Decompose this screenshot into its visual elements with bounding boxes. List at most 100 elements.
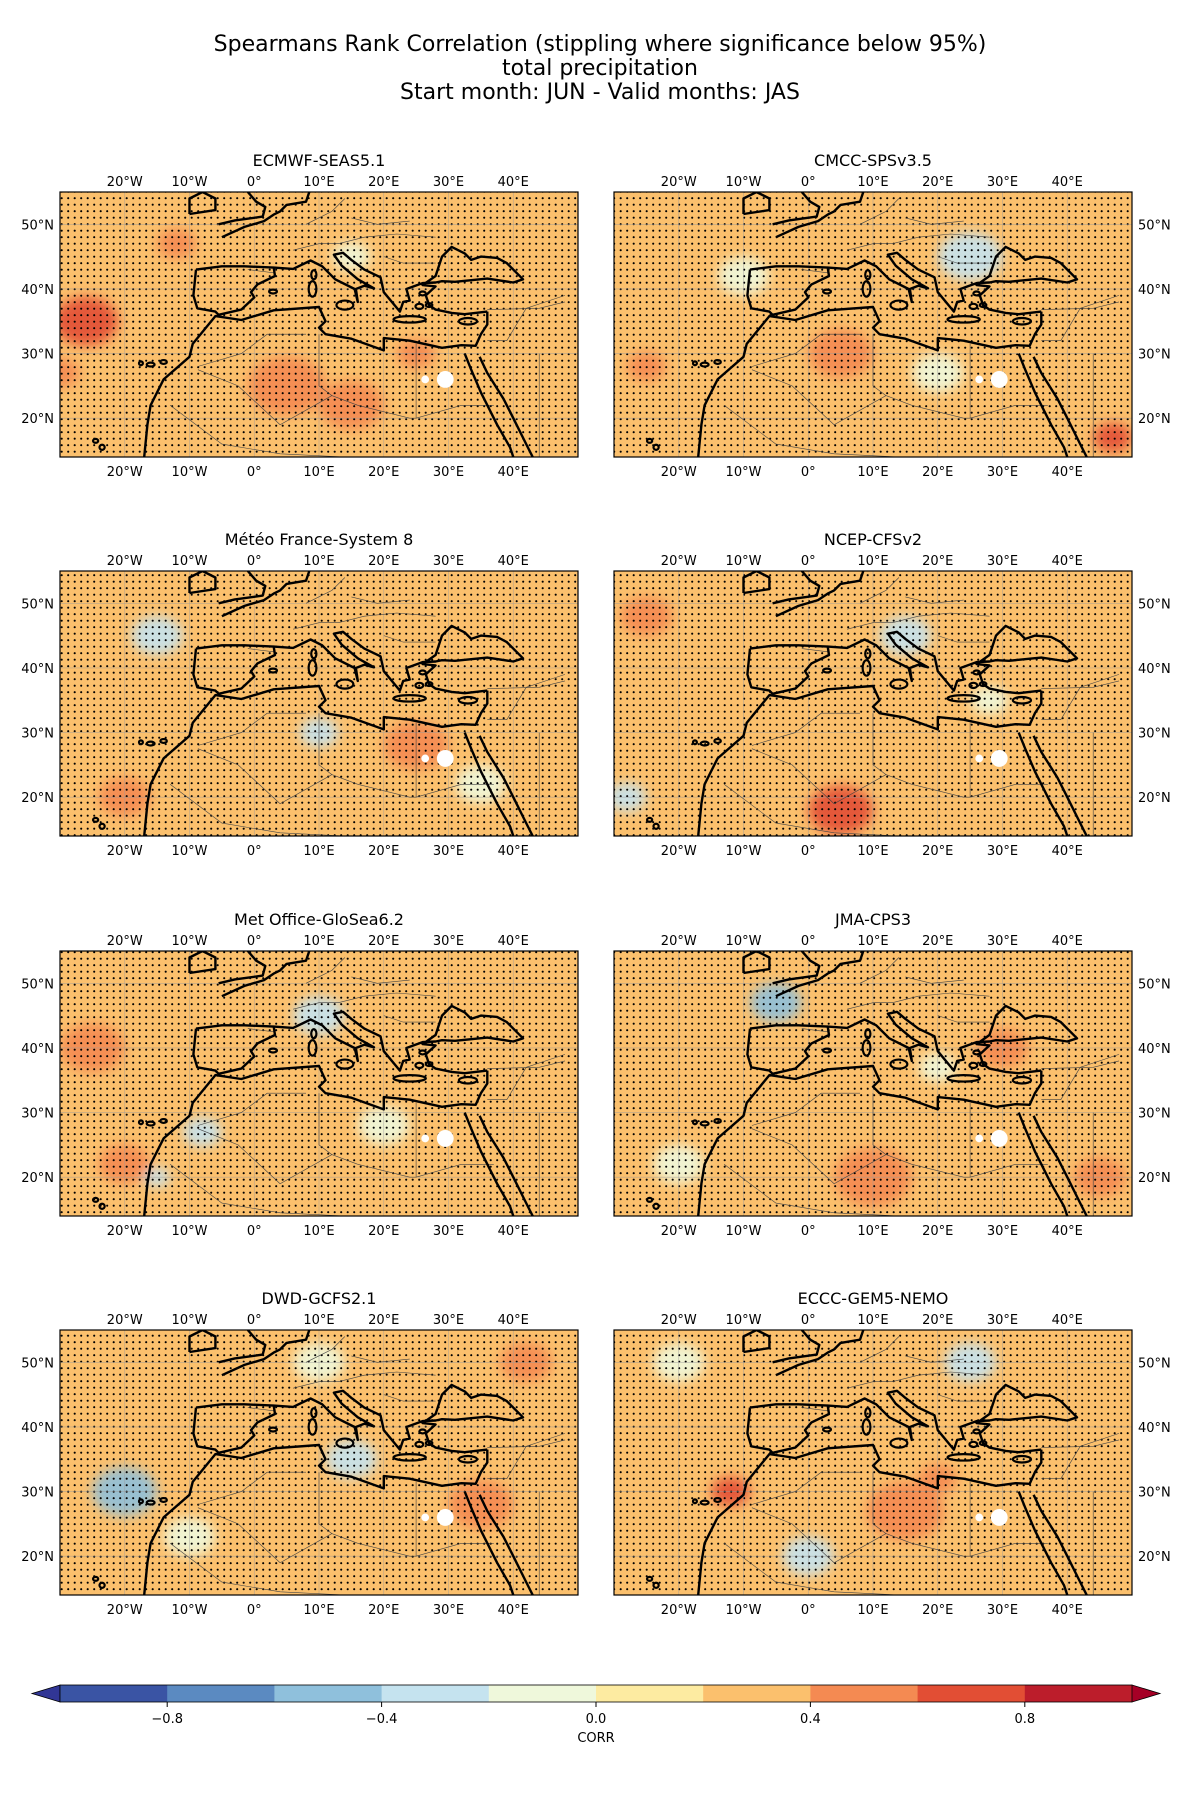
lon-tick-label-top: 20°E [922, 175, 953, 190]
lon-tick-label-bottom: 20°W [661, 1224, 697, 1239]
lon-tick-label-bottom: 0° [247, 844, 262, 859]
lake [421, 754, 430, 763]
lon-tick-label-top: 20°W [107, 554, 143, 569]
lon-tick-label-top: 40°E [1052, 554, 1083, 569]
lat-tick-label: 30°N [21, 727, 54, 742]
lon-tick-label-bottom: 10°E [857, 465, 888, 480]
lon-tick-label-top: 10°E [303, 1313, 334, 1328]
lon-tick-label-top: 20°W [107, 934, 143, 949]
lon-tick-label-bottom: 0° [801, 1603, 816, 1618]
panel-title: CMCC-SPSv3.5 [814, 151, 932, 170]
panel-title: Met Office-GloSea6.2 [234, 910, 404, 929]
lon-tick-label-bottom: 20°E [368, 1224, 399, 1239]
lon-tick-label-top: 20°W [661, 934, 697, 949]
lat-tick-label: 50°N [21, 977, 54, 992]
lon-tick-label-bottom: 0° [247, 1603, 262, 1618]
coastline [645, 1330, 1088, 1595]
panel-frame [613, 570, 1133, 837]
lon-tick-label-top: 20°E [922, 1313, 953, 1328]
lon-tick-label-bottom: 40°E [1052, 465, 1083, 480]
lon-tick-label-bottom: 40°E [498, 1603, 529, 1618]
lon-tick-label-bottom: 20°E [922, 465, 953, 480]
lon-tick-label-bottom: 10°E [303, 844, 334, 859]
lat-tick-label: 30°N [1138, 727, 1171, 742]
colorbar-segment [381, 1685, 490, 1702]
lat-tick-label: 40°N [1138, 1421, 1171, 1436]
lon-tick-label-top: 10°E [857, 934, 888, 949]
lake [975, 375, 984, 384]
lat-tick-label: 40°N [1138, 1042, 1171, 1057]
map-panel: Met Office-GloSea6.2 20°W 20°W 10°W 10°W 0° 0°… [21, 910, 579, 1239]
lake [990, 750, 1008, 767]
correlation-field [60, 1330, 578, 1595]
lon-tick-label-bottom: 20°W [661, 465, 697, 480]
lon-tick-label-top: 10°E [857, 554, 888, 569]
colorbar-under-arrow [30, 1684, 61, 1703]
correlation-field [614, 192, 1132, 457]
lon-tick-label-top: 10°E [303, 175, 334, 190]
lon-tick-label-top: 40°E [1052, 175, 1083, 190]
lat-tick-label: 20°N [1138, 412, 1171, 427]
country-borders [723, 1336, 1120, 1595]
lon-tick-label-bottom: 10°E [303, 1603, 334, 1618]
lat-tick-label: 30°N [1138, 1486, 1171, 1501]
lon-tick-label-top: 10°W [726, 1313, 762, 1328]
lat-tick-label: 30°N [21, 348, 54, 363]
colorbar-segment [703, 1685, 811, 1702]
colorbar-segment [488, 1685, 597, 1702]
lon-tick-label-top: 0° [801, 1313, 816, 1328]
lon-tick-label-top: 20°W [661, 175, 697, 190]
panel-frame [613, 191, 1133, 458]
lon-tick-label-top: 30°E [433, 934, 464, 949]
lon-tick-label-top: 30°E [987, 175, 1018, 190]
map-panel: JMA-CPS3 20°W 20°W 10°W 10°W 0° 0° 10°E 10°E 20°E… [613, 910, 1171, 1239]
lat-tick-label: 40°N [1138, 662, 1171, 677]
colorbar-tick-label: 0.0 [586, 1712, 607, 1727]
lon-tick-label-top: 0° [247, 934, 262, 949]
lake [975, 1134, 984, 1143]
lat-tick-label: 20°N [21, 1171, 54, 1186]
colorbar-segment [60, 1685, 168, 1702]
lon-tick-label-bottom: 10°E [303, 1224, 334, 1239]
lon-tick-label-top: 0° [801, 175, 816, 190]
lon-tick-label-top: 40°E [498, 554, 529, 569]
panel-frame [59, 191, 579, 458]
lat-tick-label: 50°N [1138, 977, 1171, 992]
lake [421, 1513, 430, 1522]
lat-tick-label: 40°N [21, 662, 54, 677]
lake [421, 375, 430, 384]
lon-tick-label-bottom: 20°E [922, 1224, 953, 1239]
lon-tick-label-top: 10°W [726, 554, 762, 569]
lon-tick-label-top: 20°W [661, 1313, 697, 1328]
lon-tick-label-bottom: 0° [801, 1224, 816, 1239]
lon-tick-label-top: 0° [801, 934, 816, 949]
lon-tick-label-bottom: 20°W [661, 1603, 697, 1618]
panel-frame [613, 950, 1133, 1217]
coastline [91, 192, 534, 457]
lon-tick-label-top: 30°E [987, 934, 1018, 949]
lon-tick-label-bottom: 30°E [433, 1603, 464, 1618]
country-borders [169, 577, 566, 836]
correlation-field [614, 571, 1132, 836]
lon-tick-label-top: 30°E [433, 175, 464, 190]
panel-frame [613, 1329, 1133, 1596]
lon-tick-label-top: 20°W [661, 554, 697, 569]
lon-tick-label-top: 0° [247, 1313, 262, 1328]
lake [990, 371, 1008, 388]
lon-tick-label-bottom: 40°E [498, 1224, 529, 1239]
lat-tick-label: 50°N [21, 597, 54, 612]
lat-tick-label: 50°N [1138, 597, 1171, 612]
correlation-field [614, 951, 1132, 1216]
lon-tick-label-bottom: 40°E [1052, 844, 1083, 859]
lake [990, 1130, 1008, 1147]
map-panel: ECMWF-SEAS5.1 20°W 20°W 10°W 10°W 0° 0° 10°E 10°… [21, 151, 579, 480]
graticule [60, 571, 578, 836]
lon-tick-label-top: 40°E [498, 1313, 529, 1328]
lon-tick-label-top: 10°W [172, 934, 208, 949]
lon-tick-label-top: 40°E [1052, 1313, 1083, 1328]
lat-tick-label: 20°N [21, 1550, 54, 1565]
lon-tick-label-top: 10°E [303, 554, 334, 569]
lake [990, 1509, 1008, 1526]
lat-tick-label: 20°N [1138, 1171, 1171, 1186]
lon-tick-label-bottom: 30°E [987, 844, 1018, 859]
